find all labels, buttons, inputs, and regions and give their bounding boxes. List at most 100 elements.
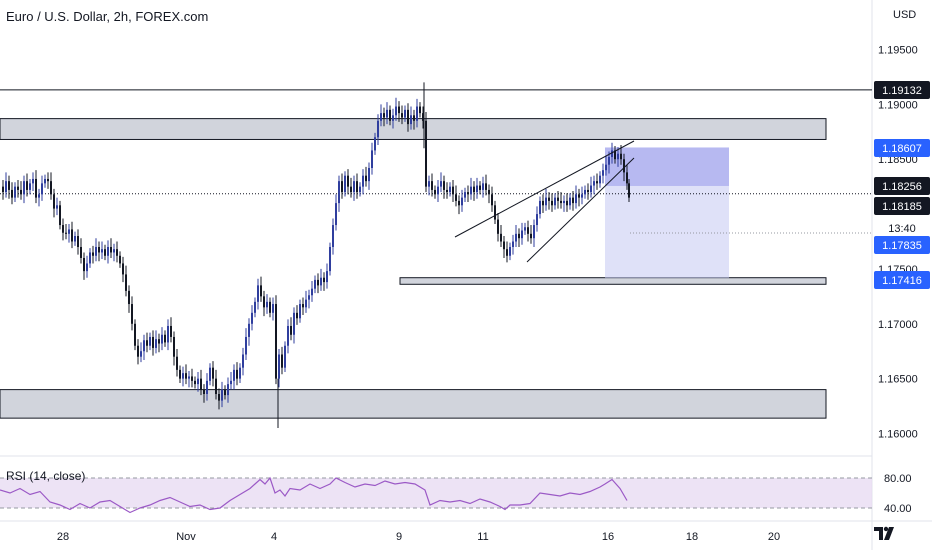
zone-support-lower [0,389,827,419]
candle-body [320,277,322,286]
candle-body [11,189,13,198]
candle-body [236,369,238,379]
candle-body [185,373,187,379]
candle-body [482,183,484,190]
price-label-box [874,81,930,99]
candle-body [152,336,154,348]
candle-body [626,172,628,184]
candle-body [146,340,148,346]
candle-body [317,279,319,286]
time-tick-label: 9 [396,531,402,543]
candle-body [32,178,34,184]
time-tick-label: 16 [602,531,614,543]
candle-body [281,354,283,368]
candle-body [149,336,151,346]
candle-body [449,186,451,193]
rsi-level-label: 80.00 [884,473,912,485]
candle-body [173,336,175,357]
candle-body [611,150,613,158]
rsi-title: RSI (14, close) [6,469,86,483]
candle-body [131,304,133,324]
candle-body [440,181,442,187]
candle-body [197,378,199,385]
price-tick-label: 1.16500 [878,374,918,386]
candle-body [14,186,16,198]
price-label-box [874,177,930,195]
candle-body [287,325,289,346]
candle-body [464,192,466,198]
candle-body [488,189,490,195]
candle-body [437,186,439,195]
candle-body [542,200,544,206]
candle-body [494,205,496,220]
candle-body [539,200,541,215]
candle-body [50,181,52,195]
candle-body [239,367,241,379]
candle-body [8,181,10,190]
candle-body [458,200,460,206]
wedge-lower-line [526,157,635,263]
candle-body [356,181,358,193]
candle-body [530,233,532,239]
candle-body [137,345,139,357]
candle-body [506,249,508,256]
candle-body [209,367,211,381]
zone-resistance [0,118,827,140]
price-label-dark: 1.19132 [882,85,922,97]
candle-body [467,192,469,195]
candle-body [368,167,370,182]
candle-body [290,325,292,335]
candle-body [95,246,97,256]
candle-body [371,150,373,168]
candle-body [560,200,562,204]
candle-body [527,227,529,234]
candle-body [71,229,73,242]
candle-body [374,137,376,151]
candle-body [203,389,205,395]
candle-body [164,334,166,343]
price-label-dark: 1.18185 [882,201,922,213]
candle-body [263,296,265,308]
rising-wedge-lines[interactable] [454,140,635,263]
candle-body [341,181,343,193]
rsi-band [0,478,872,508]
candle-body [563,200,565,204]
candle-body [425,120,427,187]
candle-body [566,200,568,206]
candle-body [551,200,553,206]
candle-body [521,230,523,239]
candle-body [29,183,31,190]
candle-body [485,183,487,190]
candle-body [230,380,232,385]
candle-body [410,115,412,125]
candle-body [134,323,136,346]
candle-body [20,189,22,195]
candle-body [308,295,310,300]
time-axis[interactable]: 28 Nov 4 9 11 16 18 20 [57,531,780,543]
price-label-blue: 1.17416 [882,275,922,287]
candle-body [377,120,379,138]
candle-body [590,185,592,193]
candle-body [2,186,4,193]
candle-body [89,252,91,264]
candle-body [347,175,349,187]
candle-body [572,197,574,204]
candle-body [536,214,538,226]
candle-body [509,246,511,256]
candle-body [47,178,49,182]
candle-body [65,232,67,234]
candle-body [398,106,400,114]
short-position-tool[interactable] [605,147,729,279]
candle-body [221,389,223,401]
tradingview-logo-icon[interactable] [872,522,896,544]
candle-body [503,241,505,250]
candle-body [518,233,520,239]
candle-body [62,225,64,233]
candle-body [305,299,307,308]
candle-body [218,394,220,401]
price-axis[interactable]: 1.195001.190001.185001.175001.170001.165… [874,45,930,441]
candle-body [338,181,340,204]
candle-body [434,189,436,195]
candle-body [323,277,325,283]
